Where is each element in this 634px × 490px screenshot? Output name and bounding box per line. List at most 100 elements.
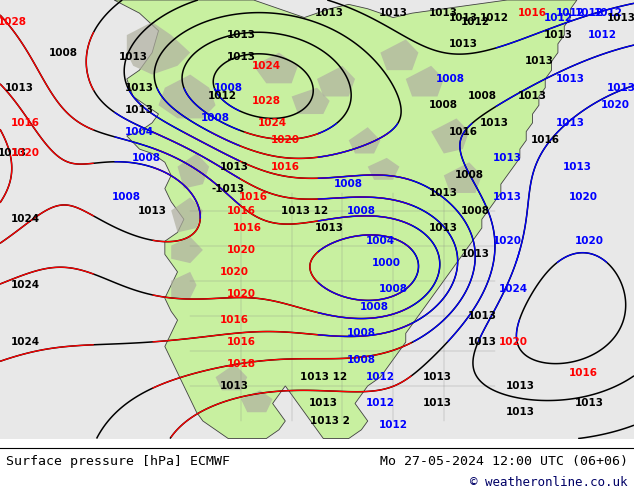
Text: 1024: 1024 [499, 284, 528, 294]
Text: 1028: 1028 [0, 17, 27, 27]
Polygon shape [292, 88, 330, 114]
Text: 1013: 1013 [423, 372, 452, 382]
Text: 1024: 1024 [11, 214, 40, 224]
Text: 1008: 1008 [429, 100, 458, 110]
Text: 1013: 1013 [556, 118, 585, 128]
Text: 1016: 1016 [226, 205, 256, 216]
Text: 1020: 1020 [499, 337, 528, 347]
Polygon shape [380, 40, 418, 70]
Polygon shape [178, 153, 209, 189]
Text: 1013: 1013 [226, 52, 256, 62]
Text: 1008: 1008 [347, 328, 376, 338]
Text: 1016: 1016 [11, 118, 40, 128]
Text: 1013: 1013 [448, 39, 477, 49]
Polygon shape [431, 119, 469, 153]
Polygon shape [158, 74, 216, 119]
Text: 1013: 1013 [575, 398, 604, 409]
Text: 1008: 1008 [49, 48, 78, 58]
Text: 1020: 1020 [600, 100, 630, 110]
Polygon shape [444, 162, 482, 193]
Text: 1016: 1016 [531, 135, 560, 146]
Text: 1000: 1000 [372, 258, 401, 268]
Text: 1008: 1008 [131, 153, 160, 163]
Polygon shape [114, 0, 577, 439]
Text: 1028: 1028 [252, 96, 281, 106]
Text: 1020: 1020 [226, 245, 256, 255]
Text: 1013: 1013 [315, 8, 344, 18]
Text: 1013 12: 1013 12 [300, 372, 347, 382]
Text: 1008: 1008 [461, 205, 490, 216]
Text: 1008: 1008 [359, 302, 389, 312]
Text: 1013: 1013 [429, 223, 458, 233]
Text: 1004: 1004 [125, 126, 154, 137]
Text: 1012: 1012 [207, 92, 236, 101]
Text: 1012: 1012 [378, 420, 408, 430]
Text: 1020: 1020 [271, 135, 300, 146]
Text: 1013: 1013 [138, 205, 167, 216]
Text: 1024: 1024 [11, 280, 40, 290]
Text: 1012: 1012 [543, 13, 573, 23]
Polygon shape [349, 127, 380, 153]
Text: 1016: 1016 [271, 162, 300, 172]
Polygon shape [171, 272, 197, 298]
Text: 1012: 1012 [588, 30, 617, 40]
Text: 1013 2: 1013 2 [310, 416, 349, 426]
Text: 1013: 1013 [0, 148, 27, 158]
Text: 1013: 1013 [493, 153, 522, 163]
Text: 1013: 1013 [467, 337, 496, 347]
Text: 1016: 1016 [448, 126, 477, 137]
Text: 1012: 1012 [594, 8, 623, 18]
Text: 1013: 1013 [607, 83, 634, 93]
Text: 1020: 1020 [575, 236, 604, 246]
Text: 1004: 1004 [366, 236, 395, 246]
Text: 1012: 1012 [575, 8, 604, 18]
Text: 1024: 1024 [11, 337, 40, 347]
Text: 1013: 1013 [480, 118, 509, 128]
Text: Mo 27-05-2024 12:00 UTC (06+06): Mo 27-05-2024 12:00 UTC (06+06) [380, 455, 628, 468]
Text: 1008: 1008 [467, 92, 496, 101]
Text: 1008: 1008 [334, 179, 363, 189]
Text: 1013: 1013 [429, 188, 458, 198]
Text: 1020: 1020 [11, 148, 40, 158]
Text: 1008: 1008 [347, 355, 376, 365]
Text: 1016: 1016 [569, 368, 598, 378]
Text: -1013: -1013 [212, 184, 245, 194]
Text: 1013: 1013 [562, 162, 592, 172]
Text: 1008: 1008 [214, 83, 243, 93]
Text: 1018: 1018 [226, 359, 256, 369]
Text: 1013: 1013 [220, 162, 249, 172]
Polygon shape [254, 52, 298, 83]
Text: 1024: 1024 [258, 118, 287, 128]
Text: 1008: 1008 [378, 284, 408, 294]
Text: 1013: 1013 [378, 8, 408, 18]
Text: 1013: 1013 [4, 83, 34, 93]
Text: 1013: 1013 [125, 83, 154, 93]
Text: 1020: 1020 [569, 193, 598, 202]
Text: 1016: 1016 [220, 315, 249, 325]
Text: 1013: 1013 [429, 8, 458, 18]
Text: 1013 12: 1013 12 [281, 205, 328, 216]
Text: 1012: 1012 [366, 398, 395, 409]
Text: 1013: 1013 [461, 249, 490, 259]
Text: 1020: 1020 [493, 236, 522, 246]
Text: 1016: 1016 [518, 8, 547, 18]
Text: 1016: 1016 [226, 337, 256, 347]
Text: 1020: 1020 [226, 289, 256, 299]
Text: 1013: 1013 [543, 30, 573, 40]
Text: 1013: 1013 [448, 13, 477, 23]
Polygon shape [406, 66, 444, 97]
Text: 1016: 1016 [239, 193, 268, 202]
Text: 1024: 1024 [252, 61, 281, 71]
Polygon shape [317, 66, 355, 97]
Text: 1008: 1008 [112, 193, 141, 202]
Text: 1013: 1013 [125, 105, 154, 115]
Text: 1013: 1013 [505, 407, 534, 417]
Text: 1008: 1008 [455, 171, 484, 180]
Text: 1013: 1013 [505, 381, 534, 391]
Text: 1013: 1013 [423, 398, 452, 409]
Text: 1012: 1012 [556, 8, 585, 18]
Text: 1013: 1013 [467, 311, 496, 321]
Polygon shape [171, 197, 203, 232]
Text: 1013: 1013 [119, 52, 148, 62]
Text: 1012: 1012 [366, 372, 395, 382]
